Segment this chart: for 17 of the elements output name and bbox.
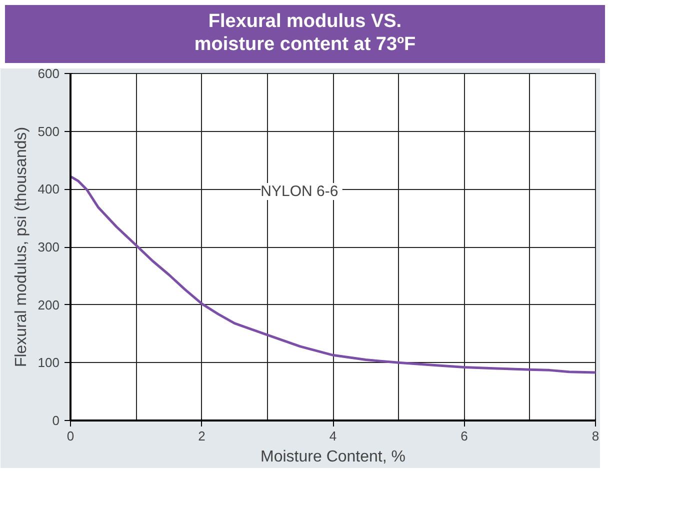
x-tick-label: 8 (592, 428, 600, 444)
y-tick-label: 600 (38, 66, 60, 81)
y-tick-label: 100 (38, 354, 60, 370)
x-axis-title: Moisture Content, % (260, 448, 406, 466)
y-axis-title: Flexural modulus, psi (thousands) (12, 126, 30, 367)
annotation: NYLON 6-6 (260, 182, 338, 200)
y-tick-label: 300 (38, 239, 60, 254)
y-tick-label: 500 (38, 123, 60, 138)
y-tick-label: 200 (38, 296, 60, 312)
x-tick-label: 4 (329, 428, 337, 444)
x-tick-label: 0 (66, 428, 74, 444)
chart-title: Flexural modulus VS. moisture content at 73ºF (194, 11, 416, 57)
x-tick-label: 2 (198, 428, 206, 444)
y-tick-label: 400 (38, 181, 60, 196)
x-tick-label: 6 (460, 428, 468, 444)
y-tick-label: 0 (52, 412, 60, 428)
line-series (70, 174, 596, 374)
